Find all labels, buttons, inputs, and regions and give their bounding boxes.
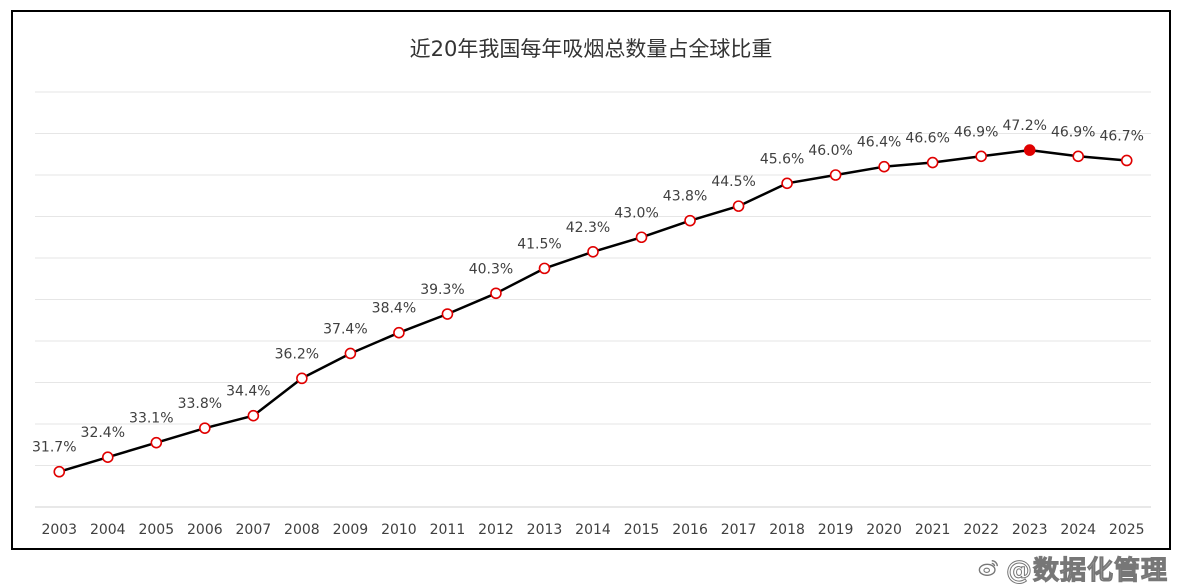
- x-axis: 2003 2004 2005 2006 2007 2008 2009 2010 2011 2012…: [35, 506, 1151, 538]
- data-point: [53, 465, 66, 478]
- series-line-layer: [58, 148, 1127, 473]
- data-label: 46.0%: [808, 143, 852, 159]
- x-tick-label: 2015: [624, 522, 660, 538]
- data-label: 41.5%: [517, 236, 561, 252]
- data-label: 37.4%: [323, 321, 367, 337]
- data-label: 46.6%: [905, 131, 949, 147]
- data-label: 45.6%: [760, 151, 804, 167]
- data-label: 46.4%: [857, 135, 901, 151]
- data-point: [150, 436, 163, 449]
- data-point: [829, 169, 842, 181]
- data-point: [878, 160, 890, 173]
- data-point: [684, 214, 696, 227]
- data-label: 39.3%: [420, 282, 464, 298]
- x-tick-label: 2025: [1109, 522, 1145, 538]
- data-label: 44.5%: [711, 174, 755, 190]
- data-point: [393, 326, 405, 339]
- x-tick-label: 2014: [575, 522, 611, 538]
- data-label: 36.2%: [275, 346, 319, 362]
- data-point: [490, 287, 502, 300]
- x-tick-label: 2007: [236, 522, 272, 538]
- x-tick-label: 2016: [672, 522, 708, 538]
- chart-frame: 近20年我国每年吸烟总数量占全球比重 2003 2004 2005 2006 2007 2…: [11, 10, 1171, 550]
- data-point: [441, 308, 454, 320]
- data-labels: 31.7% 32.4%33.1% 33.8%34.4% 36.2%37.4% 38.4%…: [32, 118, 1144, 456]
- x-tick-label: 2003: [41, 522, 77, 538]
- x-tick-label: 2024: [1060, 522, 1096, 538]
- watermark-text: @数据化管理: [1005, 555, 1168, 586]
- x-tick-label: 2023: [1012, 522, 1048, 538]
- data-point: [344, 347, 357, 360]
- data-label: 47.2%: [1002, 118, 1046, 134]
- line-chart: 近20年我国每年吸烟总数量占全球比重 2003 2004 2005 2006 2007 2…: [32, 37, 1151, 538]
- x-tick-label: 2010: [381, 522, 417, 538]
- watermark: @数据化管理: [978, 554, 1168, 586]
- x-tick-label: 2013: [527, 522, 563, 538]
- data-points: [53, 144, 1133, 478]
- data-point: [199, 422, 211, 434]
- chart-title: 近20年我国每年吸烟总数量占全球比重: [410, 37, 773, 61]
- data-label: 32.4%: [81, 425, 125, 441]
- series-line: [58, 148, 1127, 473]
- data-label: 46.9%: [1051, 124, 1095, 140]
- data-label: 46.7%: [1099, 128, 1143, 144]
- data-point: [635, 231, 648, 244]
- x-tick-label: 2018: [769, 522, 805, 538]
- x-tick-label: 2006: [187, 522, 223, 538]
- x-tick-label: 2009: [333, 522, 369, 538]
- data-label: 38.4%: [372, 301, 416, 317]
- data-point-highlight: [1023, 144, 1036, 156]
- data-label: 40.3%: [469, 261, 513, 277]
- x-tick-label: 2019: [818, 522, 854, 538]
- x-tick-label: 2020: [866, 522, 902, 538]
- x-tick-label: 2008: [284, 522, 320, 538]
- data-point: [1072, 150, 1085, 163]
- x-tick-label: 2005: [138, 522, 174, 538]
- data-point: [587, 245, 599, 258]
- data-point: [975, 150, 987, 163]
- data-point: [732, 200, 745, 212]
- data-label: 43.0%: [614, 205, 658, 221]
- data-label: 42.3%: [566, 220, 610, 236]
- data-point: [781, 177, 793, 190]
- data-label: 33.1%: [129, 411, 173, 427]
- data-point: [1120, 154, 1133, 167]
- x-tick-label: 2017: [721, 522, 757, 538]
- data-point: [101, 451, 114, 464]
- data-point: [247, 409, 260, 422]
- x-tick-label: 2004: [90, 522, 126, 538]
- x-tick-label: 2012: [478, 522, 514, 538]
- data-label: 31.7%: [32, 440, 76, 456]
- x-tick-label: 2021: [915, 522, 951, 538]
- x-tick-label: 2022: [963, 522, 999, 538]
- data-point: [296, 372, 308, 385]
- data-label: 33.8%: [178, 396, 222, 412]
- data-label: 46.9%: [954, 124, 998, 140]
- weibo-icon: [978, 559, 998, 577]
- data-point: [538, 262, 551, 275]
- data-point: [926, 156, 939, 169]
- x-tick-label: 2011: [430, 522, 466, 538]
- data-label: 34.4%: [226, 384, 270, 400]
- data-label: 43.8%: [663, 189, 707, 205]
